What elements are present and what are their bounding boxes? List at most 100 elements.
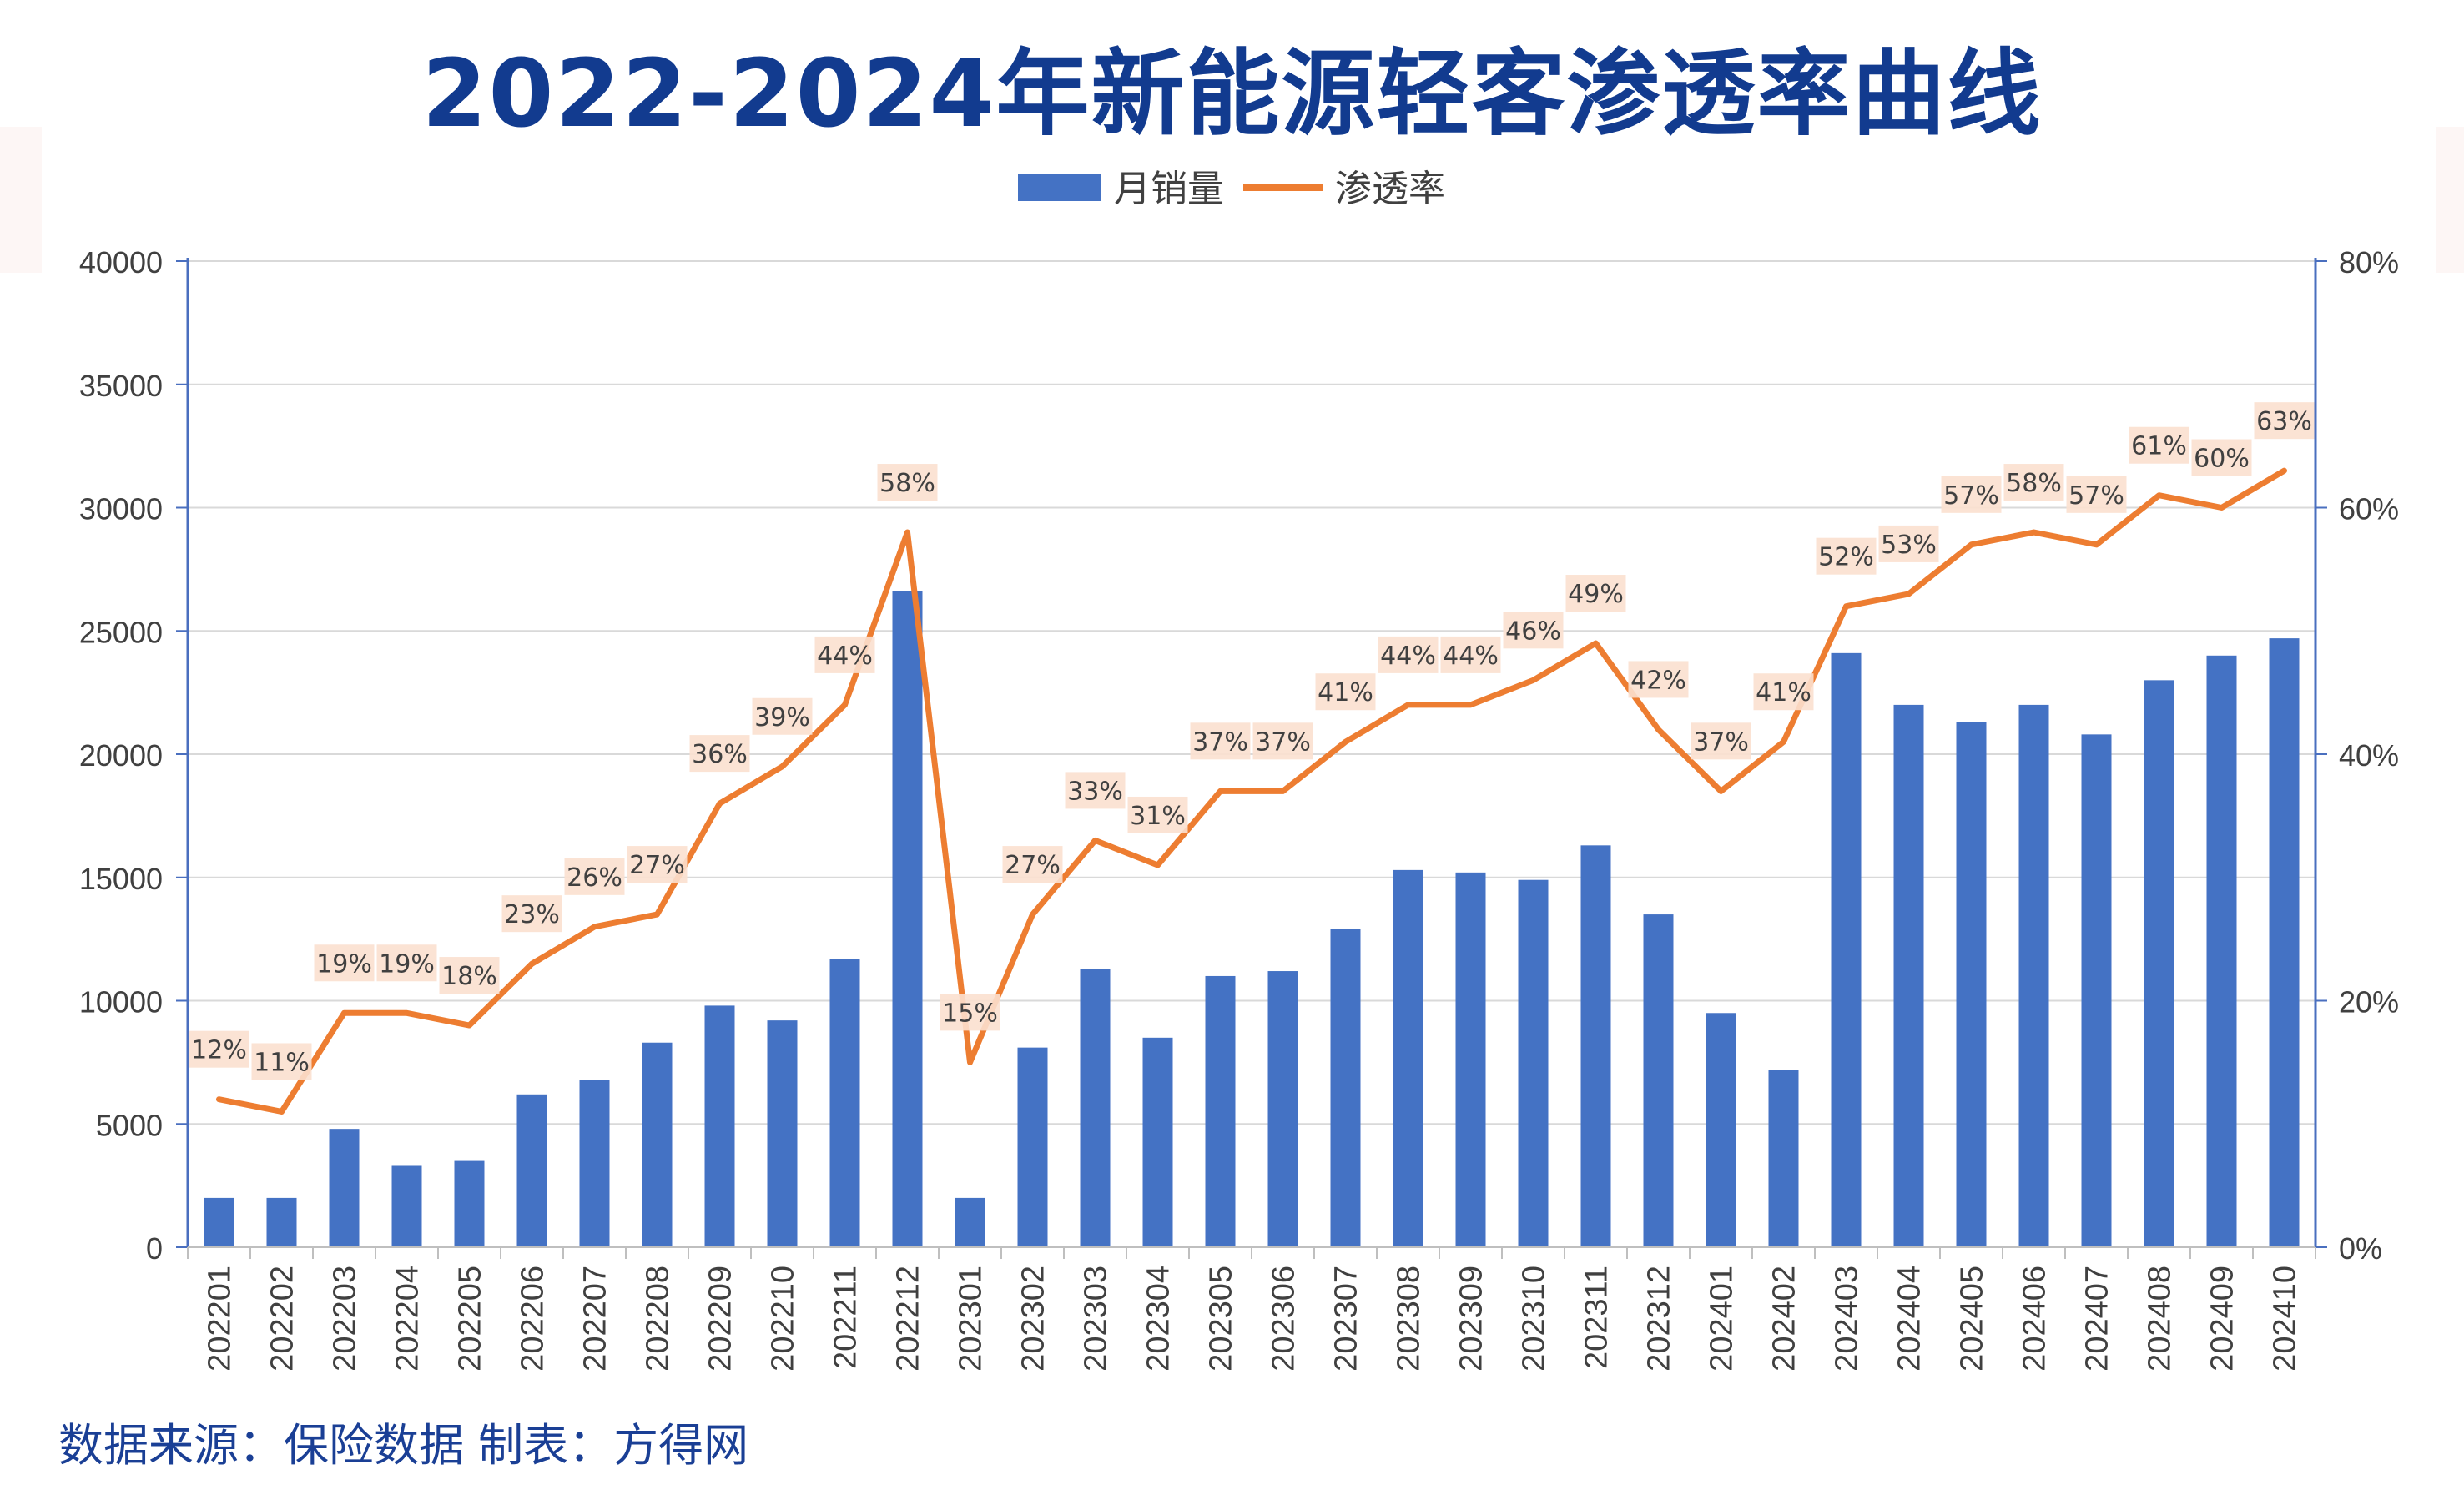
bar xyxy=(266,1197,297,1247)
data-label: 41% xyxy=(1318,678,1373,707)
gridlines xyxy=(188,260,2315,1125)
x-tick-label: 202407 xyxy=(2080,1266,2115,1372)
data-label-background xyxy=(2066,476,2127,513)
x-tick-label: 202305 xyxy=(1204,1266,1239,1372)
bar xyxy=(642,1042,673,1247)
x-tick-label: 202312 xyxy=(1642,1266,1677,1372)
bar xyxy=(1017,1047,1048,1247)
right-tick-label: 40% xyxy=(2339,738,2399,773)
data-labels: 12% 11%19% 19% 18%23%26% 27%36%39%44%58%15%2… xyxy=(189,402,2315,1080)
x-tick-label: 202405 xyxy=(1955,1266,1990,1372)
bar xyxy=(1205,975,1236,1247)
bar xyxy=(1330,929,1361,1247)
data-label-background xyxy=(627,846,688,883)
bar xyxy=(204,1197,234,1247)
left-axis-ticks: 0 5000 10000 15000 20000 25000 30000 35000 40000 xyxy=(79,245,188,1266)
data-label: 58% xyxy=(2006,469,2062,498)
bar xyxy=(2269,638,2300,1247)
data-label-background xyxy=(2003,464,2064,501)
bar xyxy=(1956,722,1987,1247)
line-series xyxy=(216,467,2287,1115)
left-tick-label: 0 xyxy=(146,1231,163,1266)
data-label: 57% xyxy=(1943,481,1999,511)
x-tick-label: 202309 xyxy=(1454,1266,1489,1372)
bar xyxy=(1142,1037,1173,1247)
bar xyxy=(767,1020,798,1247)
bar xyxy=(2206,655,2237,1247)
x-tick-label: 202210 xyxy=(766,1266,801,1372)
x-tick-label: 202409 xyxy=(2205,1266,2240,1372)
bar-series xyxy=(204,591,2300,1247)
data-label: 52% xyxy=(1818,543,1874,572)
bar xyxy=(516,1094,547,1247)
data-label-background xyxy=(1002,846,1063,883)
bar xyxy=(1393,869,1423,1247)
data-label-background xyxy=(1190,722,1251,760)
data-label-background xyxy=(752,697,813,735)
data-label-background xyxy=(1816,537,1877,575)
bar xyxy=(955,1197,985,1247)
data-label: 46% xyxy=(1505,617,1561,646)
bar xyxy=(1518,879,1549,1247)
data-label-background xyxy=(2254,402,2315,440)
x-tick-label: 202212 xyxy=(891,1266,926,1372)
x-tick-label: 202406 xyxy=(2018,1266,2053,1372)
x-tick-label: 202410 xyxy=(2268,1266,2303,1372)
data-label-background xyxy=(1440,636,1501,673)
x-tick-label: 202206 xyxy=(516,1266,551,1372)
data-label-background xyxy=(689,735,750,773)
data-label-background xyxy=(501,895,562,933)
left-tick-label: 10000 xyxy=(79,985,163,1019)
x-tick-label: 202310 xyxy=(1517,1266,1552,1372)
x-tick-label: 202302 xyxy=(1016,1266,1051,1372)
data-label-background xyxy=(564,858,625,895)
right-tick-label: 60% xyxy=(2339,492,2399,526)
x-tick-label: 202401 xyxy=(1705,1266,1740,1372)
data-label: 41% xyxy=(1756,678,1811,707)
right-tick-label: 80% xyxy=(2339,245,2399,279)
data-label-background xyxy=(189,1030,249,1068)
data-label: 53% xyxy=(1881,531,1937,560)
bar xyxy=(704,1005,735,1247)
data-label: 58% xyxy=(879,469,935,498)
left-tick-label: 30000 xyxy=(79,492,163,526)
left-tick-label: 35000 xyxy=(79,369,163,403)
x-tick-label: 202203 xyxy=(328,1266,363,1372)
x-axis-ticks: 202201 202202 202203 202204 202205 202206 2022… xyxy=(187,1247,2316,1372)
source-note: 数据来源：保险数据 制表：方得网 xyxy=(58,1419,749,1472)
bar xyxy=(1080,969,1111,1247)
data-label: 33% xyxy=(1067,777,1123,806)
data-label: 44% xyxy=(817,642,873,671)
data-label: 37% xyxy=(1255,727,1311,757)
right-tick-label: 20% xyxy=(2339,985,2399,1019)
bar xyxy=(2144,680,2174,1247)
right-axis-ticks: 0% 20% 40% 60% 80% xyxy=(2315,245,2399,1266)
penetration-line xyxy=(216,467,2287,1115)
data-label-background xyxy=(1503,612,1564,649)
data-label-background xyxy=(1127,796,1188,833)
data-label-background xyxy=(439,957,500,994)
left-tick-label: 40000 xyxy=(79,245,163,279)
x-tick-label: 202202 xyxy=(265,1266,300,1372)
chart-title: 2022-2024年新能源轻客渗透率曲线 xyxy=(421,40,2043,148)
bar xyxy=(1893,704,1924,1247)
data-label: 63% xyxy=(2256,407,2312,436)
left-tick-label: 15000 xyxy=(79,862,163,896)
legend-bar-label: 月销量 xyxy=(1114,168,1224,210)
left-tick-label: 20000 xyxy=(79,738,163,773)
data-label-background xyxy=(1878,525,1939,562)
data-label-background xyxy=(376,944,437,982)
x-tick-label: 202307 xyxy=(1329,1266,1364,1372)
data-label: 27% xyxy=(629,851,685,880)
left-tick-label: 25000 xyxy=(79,615,163,649)
data-label: 57% xyxy=(2068,481,2124,511)
data-label: 44% xyxy=(1380,642,1436,671)
x-tick-label: 202201 xyxy=(203,1266,238,1372)
bar xyxy=(329,1129,360,1247)
bar xyxy=(1580,845,1611,1247)
data-label: 19% xyxy=(379,949,435,979)
x-tick-label: 202211 xyxy=(829,1266,864,1369)
bar xyxy=(1267,971,1298,1247)
x-tick-label: 202205 xyxy=(453,1266,488,1372)
